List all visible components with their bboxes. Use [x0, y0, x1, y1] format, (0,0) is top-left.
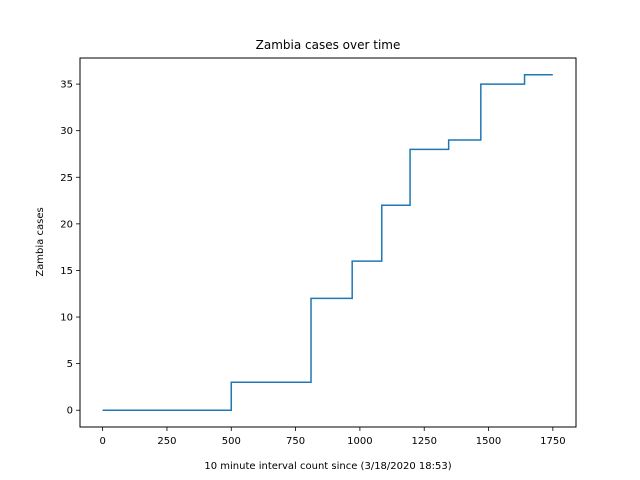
chart-title: Zambia cases over time — [256, 38, 401, 52]
x-tick-label: 750 — [286, 436, 305, 447]
x-tick-label: 1750 — [540, 436, 565, 447]
x-axis-ticks: 0 250 500 750 1000 1250 1500 1750 — [99, 427, 566, 447]
x-tick-label: 1250 — [411, 436, 436, 447]
y-tick-label: 35 — [60, 80, 73, 91]
y-tick-label: 20 — [60, 219, 73, 230]
x-tick-label: 250 — [157, 436, 176, 447]
y-axis-ticks: 0 5 10 15 20 25 30 35 — [60, 80, 80, 417]
x-tick-label: 0 — [99, 436, 105, 447]
x-axis-label: 10 minute interval count since (3/18/202… — [204, 461, 451, 472]
y-tick-label: 15 — [60, 266, 73, 277]
plot-area — [79, 57, 577, 428]
y-tick-label: 0 — [67, 406, 73, 417]
y-axis-label: Zambia cases — [35, 207, 46, 276]
x-tick-label: 500 — [222, 436, 241, 447]
y-tick-label: 5 — [67, 359, 73, 370]
y-tick-label: 30 — [60, 126, 73, 137]
x-tick-label: 1500 — [476, 436, 501, 447]
y-tick-label: 10 — [60, 313, 73, 324]
y-tick-label: 25 — [60, 173, 73, 184]
x-tick-label: 1000 — [347, 436, 372, 447]
series-line-zambia-cases — [102, 74, 553, 411]
